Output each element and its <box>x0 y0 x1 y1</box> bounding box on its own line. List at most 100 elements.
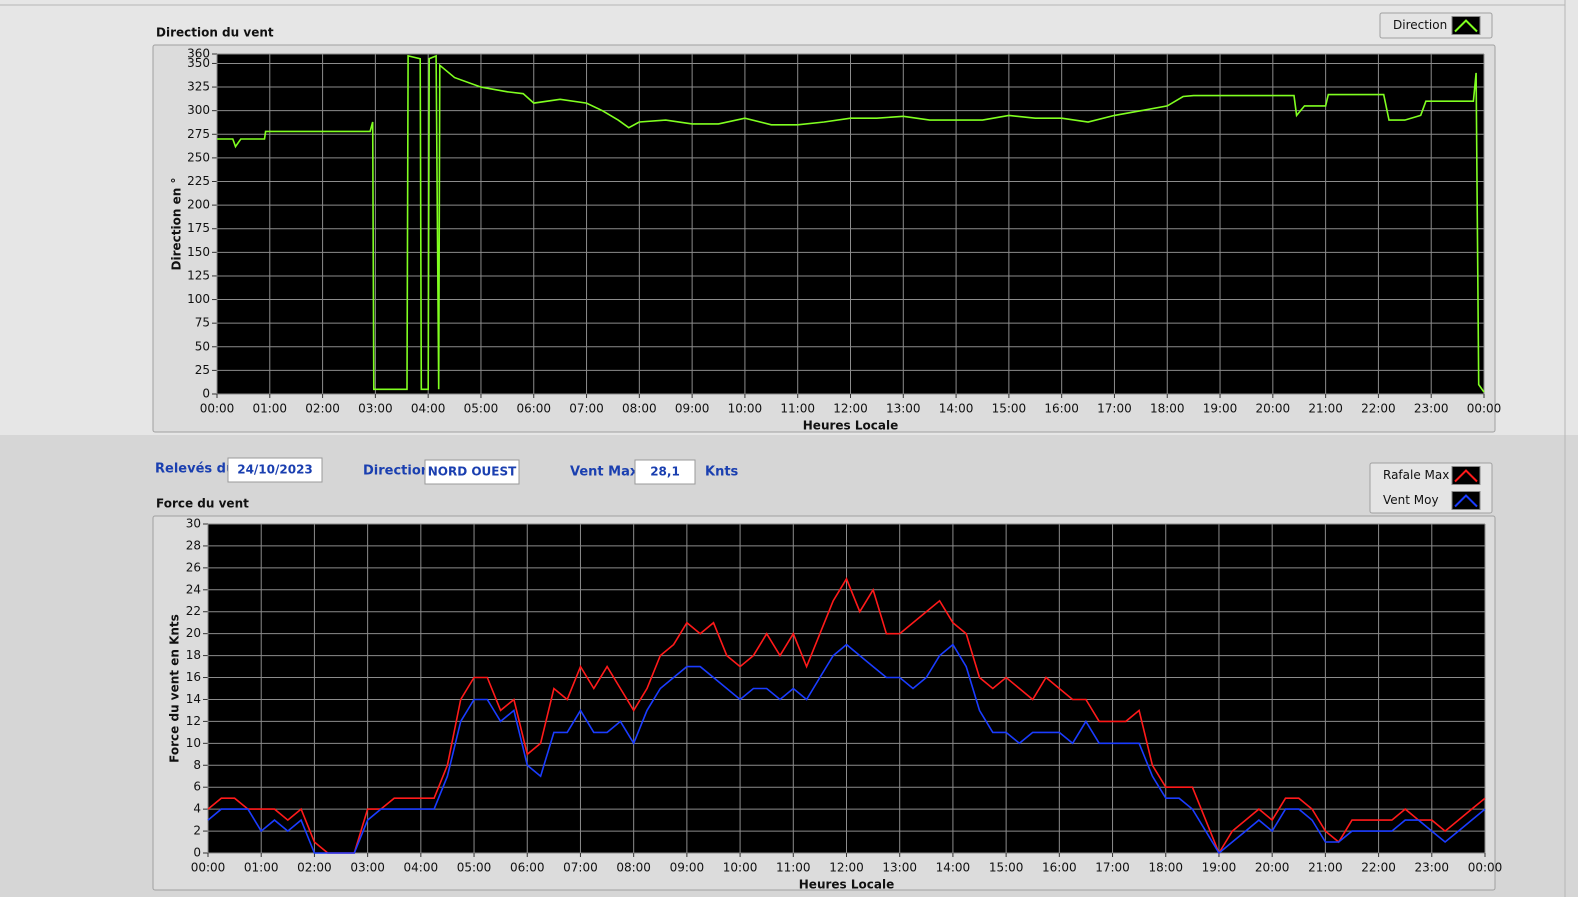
y-axis-label: Force du vent en Knts <box>168 614 182 763</box>
x-tick-label: 04:00 <box>411 402 446 416</box>
y-tick-label: 325 <box>187 80 210 94</box>
chart-title: Force du vent <box>156 497 249 511</box>
x-tick-label: 13:00 <box>886 402 921 416</box>
x-tick-label: 17:00 <box>1095 861 1130 875</box>
date-field <box>227 457 323 483</box>
y-axis-label: Direction en ° <box>170 178 184 271</box>
x-tick-label: 22:00 <box>1361 861 1396 875</box>
y-tick-label: 125 <box>187 268 210 282</box>
x-tick-label: 18:00 <box>1150 402 1185 416</box>
x-tick-label: 11:00 <box>776 861 811 875</box>
y-tick-label: 360 <box>187 47 210 61</box>
x-tick-label: 11:00 <box>780 402 815 416</box>
y-tick-label: 175 <box>187 221 210 235</box>
direction-value: NORD OUEST <box>428 465 517 479</box>
y-tick-label: 50 <box>195 339 210 353</box>
y-tick-label: 200 <box>187 198 210 212</box>
y-tick-label: 8 <box>193 758 201 772</box>
x-tick-label: 18:00 <box>1148 861 1183 875</box>
x-tick-label: 04:00 <box>404 861 439 875</box>
x-tick-label: 03:00 <box>350 861 385 875</box>
x-tick-label: 07:00 <box>563 861 598 875</box>
y-tick-label: 16 <box>186 670 201 684</box>
x-tick-label: 22:00 <box>1361 402 1396 416</box>
date-label: Relevés du <box>155 462 235 477</box>
x-tick-label: 00:00 <box>191 861 226 875</box>
x-tick-label: 02:00 <box>305 402 340 416</box>
x-tick-label: 05:00 <box>464 402 499 416</box>
x-tick-label: 10:00 <box>728 402 763 416</box>
direction-label: Direction <box>363 464 430 479</box>
data-line <box>217 54 1485 393</box>
y-tick-label: 0 <box>202 387 210 401</box>
x-tick-label: 16:00 <box>1044 402 1079 416</box>
y-tick-label: 22 <box>186 604 201 618</box>
y-tick-label: 0 <box>193 846 201 860</box>
x-tick-label: 16:00 <box>1042 861 1077 875</box>
x-tick-label: 01:00 <box>244 861 279 875</box>
x-tick-label: 21:00 <box>1308 861 1343 875</box>
max-label: Vent Max <box>570 465 639 480</box>
chart-title: Direction du vent <box>156 26 274 40</box>
date-value: 24/10/2023 <box>237 463 313 477</box>
x-tick-label: 12:00 <box>829 861 864 875</box>
y-tick-label: 275 <box>187 127 210 141</box>
x-tick-label: 17:00 <box>1097 402 1132 416</box>
x-tick-label: 06:00 <box>510 861 545 875</box>
x-tick-label: 20:00 <box>1255 861 1290 875</box>
x-tick-label: 15:00 <box>992 402 1027 416</box>
y-tick-label: 14 <box>186 692 201 706</box>
y-tick-label: 24 <box>186 582 201 596</box>
x-tick-label: 01:00 <box>252 402 287 416</box>
unit-label: Knts <box>705 465 739 480</box>
x-tick-label: 02:00 <box>297 861 332 875</box>
legend-swatch <box>1454 19 1478 33</box>
x-axis-label: Heures Locale <box>803 419 898 433</box>
y-tick-label: 10 <box>186 736 201 750</box>
max-value: 28,1 <box>650 465 680 479</box>
y-tick-label: 30 <box>186 517 201 531</box>
x-tick-label: 05:00 <box>457 861 492 875</box>
y-tick-label: 150 <box>187 245 210 259</box>
x-tick-label: 20:00 <box>1256 402 1291 416</box>
x-tick-label: 00:00 <box>1468 861 1503 875</box>
y-tick-label: 300 <box>187 103 210 117</box>
x-tick-label: 06:00 <box>516 402 551 416</box>
x-tick-label: 09:00 <box>675 402 710 416</box>
data-line <box>207 577 1486 855</box>
y-tick-label: 12 <box>186 714 201 728</box>
x-tick-label: 19:00 <box>1202 861 1237 875</box>
x-tick-label: 23:00 <box>1414 861 1449 875</box>
x-tick-label: 10:00 <box>723 861 758 875</box>
y-tick-label: 225 <box>187 174 210 188</box>
x-tick-label: 14:00 <box>936 861 971 875</box>
legend-label: Direction <box>1393 18 1447 32</box>
x-tick-label: 15:00 <box>989 861 1024 875</box>
max-field <box>634 459 696 485</box>
y-tick-label: 25 <box>195 363 210 377</box>
legend-swatch-bg <box>1451 491 1481 510</box>
y-tick-label: 75 <box>195 316 210 330</box>
y-tick-label: 6 <box>193 780 201 794</box>
y-tick-label: 4 <box>193 802 201 816</box>
y-tick-label: 2 <box>193 824 201 838</box>
x-tick-label: 12:00 <box>833 402 868 416</box>
x-tick-label: 07:00 <box>569 402 604 416</box>
x-tick-label: 23:00 <box>1414 402 1449 416</box>
x-tick-label: 21:00 <box>1308 402 1343 416</box>
x-tick-label: 03:00 <box>358 402 393 416</box>
legend-label: Rafale Max <box>1383 468 1449 482</box>
y-tick-label: 26 <box>186 560 201 574</box>
y-tick-label: 250 <box>187 150 210 164</box>
x-axis-label: Heures Locale <box>799 878 894 892</box>
y-tick-label: 350 <box>187 56 210 70</box>
y-tick-label: 18 <box>186 648 201 662</box>
legend-swatch <box>1454 469 1478 483</box>
x-tick-label: 19:00 <box>1203 402 1238 416</box>
legend-swatch <box>1454 494 1478 508</box>
x-tick-label: 00:00 <box>1467 402 1502 416</box>
legend-label: Vent Moy <box>1383 493 1439 507</box>
x-tick-label: 08:00 <box>616 861 651 875</box>
y-tick-label: 20 <box>186 626 201 640</box>
